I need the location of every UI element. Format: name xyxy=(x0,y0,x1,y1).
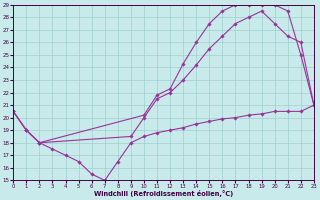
X-axis label: Windchill (Refroidissement éolien,°C): Windchill (Refroidissement éolien,°C) xyxy=(94,190,233,197)
